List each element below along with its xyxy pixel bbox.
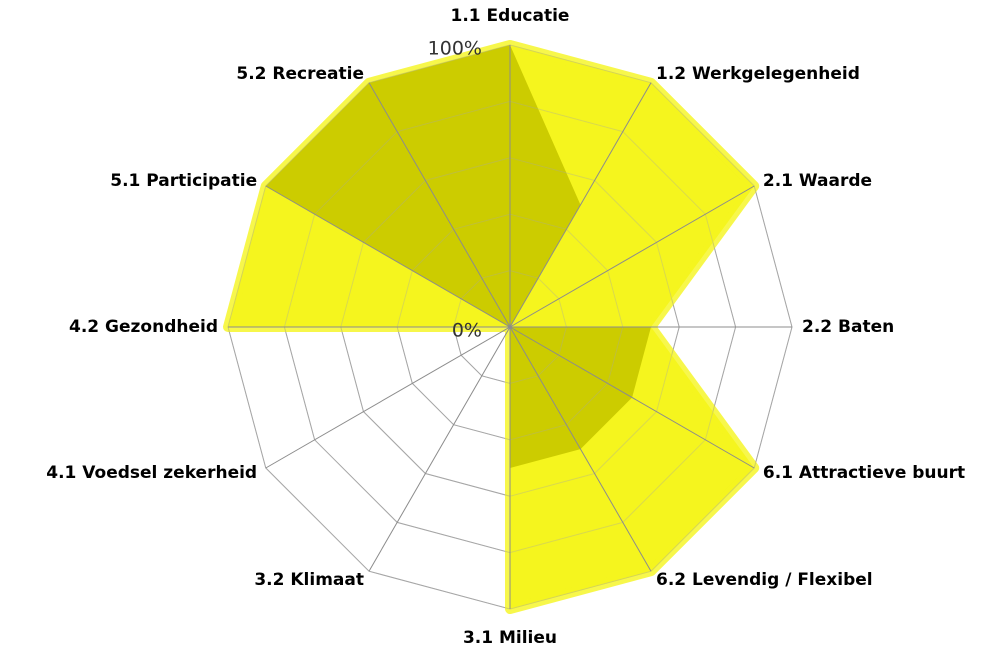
spoke: [368, 326, 511, 572]
spoke: [368, 82, 511, 328]
spoke: [509, 185, 755, 328]
category-label: 6.2 Levendig / Flexibel: [656, 570, 873, 590]
category-label: 1.2 Werkgelegenheid: [656, 64, 860, 84]
category-label: 4.1 Voedsel zekerheid: [46, 463, 257, 483]
category-label: 4.2 Gezondheid: [69, 317, 218, 337]
spoke: [265, 185, 511, 328]
category-label: 1.1 Educatie: [451, 6, 570, 26]
r-tick-label: 0%: [452, 320, 482, 342]
category-label: 3.1 Milieu: [463, 628, 557, 648]
spoke: [265, 326, 511, 469]
series-area: [265, 45, 651, 468]
r-tick-label: 100%: [428, 38, 482, 60]
spoke: [509, 326, 755, 469]
category-label: 6.1 Attractieve buurt: [763, 463, 965, 483]
category-label: 5.2 Recreatie: [236, 64, 364, 84]
category-label: 3.2 Klimaat: [254, 570, 364, 590]
spoke: [509, 82, 652, 328]
spoke: [509, 326, 652, 572]
category-label: 2.2 Baten: [802, 317, 894, 337]
category-label: 2.1 Waarde: [763, 171, 872, 191]
category-label: 5.1 Participatie: [110, 171, 257, 191]
